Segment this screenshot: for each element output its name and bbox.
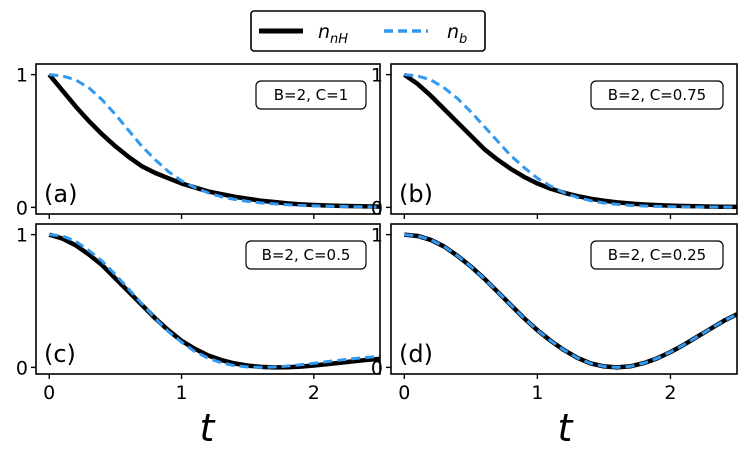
panel-1-params-text: B=2, C=1 <box>274 86 349 104</box>
legend-label-2-sub: b <box>459 32 467 47</box>
panel-1-label: (a) <box>44 180 77 208</box>
panel-3-x-tick-label-0: 0 <box>43 382 55 404</box>
panel-2-params-text: B=2, C=0.75 <box>608 86 706 104</box>
panel-1-series-2-line <box>49 73 380 209</box>
x-axis-label-left: t <box>200 406 217 449</box>
panel-2: 0 1 (b) B=2, C=0.75 <box>371 63 738 219</box>
panel-1-series-1-line <box>47 73 380 209</box>
panel-4-params-text: B=2, C=0.25 <box>608 246 706 264</box>
panels-layer: 0 1 (a) B=2, C=1 0 1 (b) B=2, C=0.75 0 1 0 1 2 (c) B=2… <box>16 63 738 404</box>
panel-3-x-tick-label-1: 1 <box>175 382 187 404</box>
panel-1-y-tick-label-0: 0 <box>16 197 28 219</box>
panel-3-y-tick-label-0: 0 <box>16 357 28 379</box>
legend-frame <box>250 10 486 52</box>
panel-4-frame <box>390 223 738 375</box>
legend-label-1-sub: nH <box>330 32 348 47</box>
panel-3-params-text: B=2, C=0.5 <box>262 246 351 264</box>
panel-3-label: (c) <box>44 340 76 368</box>
panel-2-frame <box>390 63 738 215</box>
panel-3: 0 1 0 1 2 (c) B=2, C=0.5 <box>16 223 381 404</box>
panel-2-params-box <box>590 80 724 110</box>
panel-1-params-box <box>255 80 367 110</box>
panel-4: 0 1 0 1 2 (d) B=2, C=0.25 <box>371 223 738 404</box>
panel-4-y-tick-label-0: 0 <box>371 357 383 379</box>
panel-2-series-2-line <box>404 73 737 209</box>
panel-4-series-2-line <box>404 233 737 369</box>
panel-3-series-1-line <box>48 232 380 370</box>
legend-label-2-base: n <box>447 21 459 43</box>
panel-4-x-tick-label-1: 1 <box>531 382 543 404</box>
panel-3-params-box <box>245 240 367 270</box>
panel-3-x-tick-label-2: 2 <box>308 382 320 404</box>
panel-4-label: (d) <box>399 340 433 368</box>
panel-4-y-tick-label-1: 1 <box>371 225 383 247</box>
legend-label-1-base: n <box>318 21 330 43</box>
panel-4-params-box <box>590 240 724 270</box>
legend-label-2: nb <box>447 21 467 47</box>
panel-2-label: (b) <box>399 180 433 208</box>
panel-1: 0 1 (a) B=2, C=1 <box>16 63 381 219</box>
legend: nnH nb <box>250 10 486 52</box>
panel-3-y-tick-label-1: 1 <box>16 225 28 247</box>
panel-1-frame <box>35 63 381 215</box>
panel-4-x-tick-label-0: 0 <box>398 382 410 404</box>
panel-2-y-tick-label-0: 0 <box>371 197 383 219</box>
panel-4-x-tick-label-2: 2 <box>664 382 676 404</box>
panel-1-y-tick-label-1: 1 <box>16 65 28 87</box>
panel-2-y-tick-label-1: 1 <box>371 65 383 87</box>
panel-3-frame <box>35 223 381 375</box>
legend-label-1: nnH <box>318 21 348 47</box>
panel-3-series-2-line <box>49 233 380 369</box>
x-axis-label-right: t <box>558 406 575 449</box>
